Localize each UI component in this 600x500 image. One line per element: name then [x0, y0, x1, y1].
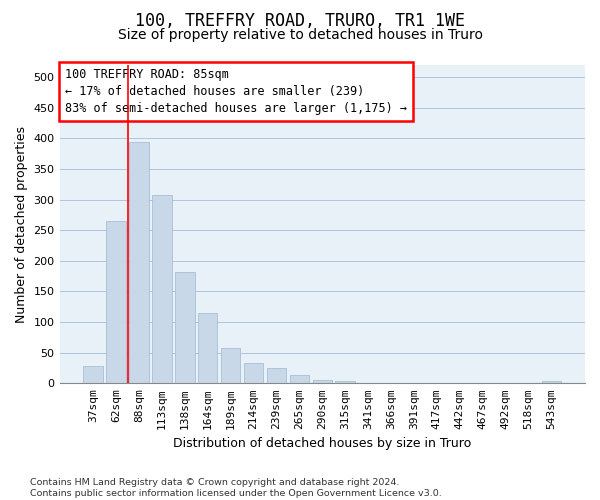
Bar [129, 142, 149, 384]
Bar [335, 382, 355, 384]
Text: Size of property relative to detached houses in Truro: Size of property relative to detached ho… [118, 28, 482, 42]
Y-axis label: Number of detached properties: Number of detached properties [15, 126, 28, 322]
Bar [244, 363, 263, 384]
Bar [152, 195, 172, 384]
Bar [313, 380, 332, 384]
Bar [542, 381, 561, 384]
Text: 100, TREFFRY ROAD, TRURO, TR1 1WE: 100, TREFFRY ROAD, TRURO, TR1 1WE [135, 12, 465, 30]
Bar [358, 382, 378, 384]
Bar [404, 382, 424, 384]
Text: Contains HM Land Registry data © Crown copyright and database right 2024.
Contai: Contains HM Land Registry data © Crown c… [30, 478, 442, 498]
Bar [290, 376, 309, 384]
Bar [221, 348, 241, 384]
Bar [198, 313, 217, 384]
Bar [267, 368, 286, 384]
Bar [175, 272, 194, 384]
X-axis label: Distribution of detached houses by size in Truro: Distribution of detached houses by size … [173, 437, 472, 450]
Bar [381, 382, 401, 384]
Text: 100 TREFFRY ROAD: 85sqm
← 17% of detached houses are smaller (239)
83% of semi-d: 100 TREFFRY ROAD: 85sqm ← 17% of detache… [65, 68, 407, 115]
Bar [427, 382, 446, 384]
Bar [83, 366, 103, 384]
Bar [106, 221, 126, 384]
